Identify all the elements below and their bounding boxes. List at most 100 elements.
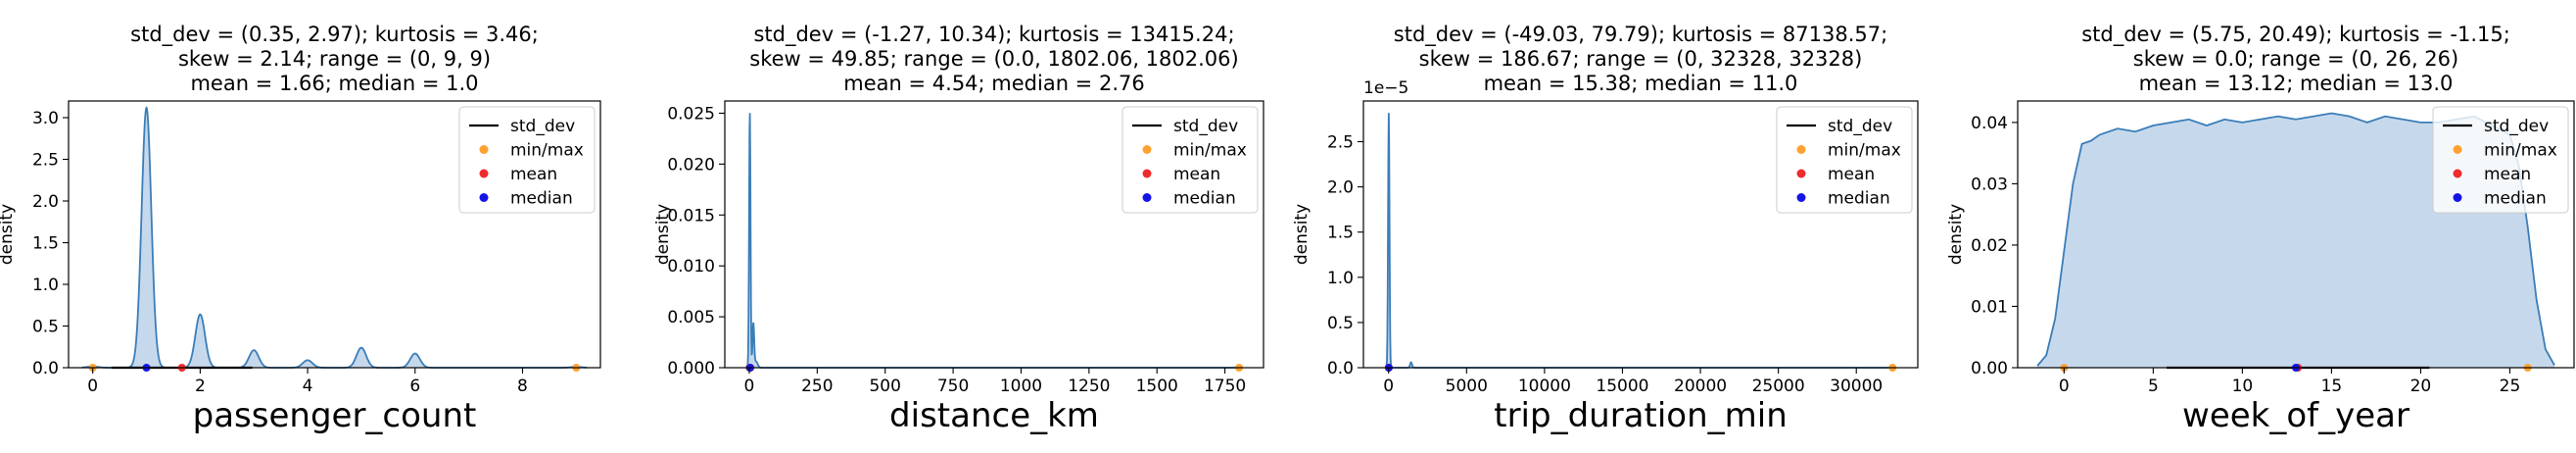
axes-frame [1362,100,1919,369]
y-tick-label: 3.0 [32,109,59,128]
legend: std_dev min/max mean median [1121,106,1259,214]
axes-frame [2017,100,2575,369]
x-tick-label: 1000 [1000,377,1042,396]
legend-median-dot [2453,193,2462,202]
x-tick-label: 30000 [1830,377,1883,396]
legend-mean-dot [1796,169,1806,178]
legend-label: min/max [2484,141,2557,161]
x-tick-label: 1250 [1068,377,1110,396]
axes-frame [68,100,601,369]
y-tick-label: 0.0 [1327,359,1354,378]
y-axis-label: density [1946,204,1966,265]
legend-min-max-dot [479,145,489,154]
x-tick-label: 25000 [1752,377,1805,396]
legend-min-max-dot [1796,145,1806,154]
kde-area [2037,113,2554,368]
legend: std_dev min/max mean median [2432,106,2569,214]
legend-median-dot [1796,193,1806,202]
y-tick-label: 2.5 [1327,132,1354,152]
y-axis-multiplier: 1e−5 [1363,78,1408,98]
legend-frame [2432,106,2569,214]
x-tick-label: 0 [2059,377,2070,396]
legend-label: std_dev [510,117,575,136]
y-tick-label: 2.5 [32,151,59,171]
legend-label: std_dev [1828,117,1892,136]
x-tick-label: 15 [2321,377,2343,396]
chart-panel-0: std_dev = (0.35, 2.97); kurtosis = 3.46;… [0,23,601,435]
chart-title-line: skew = 49.85; range = (0.0, 1802.06, 180… [749,47,1238,71]
x-tick-label: 2 [195,377,206,396]
x-tick-label: 20000 [1674,377,1727,396]
y-tick-label: 1.5 [32,234,59,254]
chart-title-line: skew = 2.14; range = (0, 9, 9) [178,47,491,71]
legend-label: std_dev [1173,117,1238,136]
x-axis-label: week_of_year [2182,396,2409,435]
legend-label: median [1828,189,1890,209]
y-tick-label: 2.0 [1327,178,1354,198]
x-tick-label: 10 [2232,377,2254,396]
y-axis-label: density [0,204,17,265]
y-tick-label: 0.0 [32,359,59,378]
legend-mean-dot [2453,169,2462,178]
chart-panel-3: std_dev = (5.75, 20.49); kurtosis = -1.1… [1946,23,2575,435]
chart-title-line: std_dev = (5.75, 20.49); kurtosis = -1.1… [2081,23,2510,47]
x-tick-label: 5000 [1446,377,1488,396]
x-axis-label: trip_duration_min [1494,396,1788,435]
legend-mean-dot [1142,169,1152,178]
legend-median-dot [479,193,489,202]
y-tick-label: 1.0 [1327,269,1354,288]
chart-panel-2: std_dev = (-49.03, 79.79); kurtosis = 87… [1292,23,1919,435]
y-tick-label: 0.5 [32,318,59,337]
x-tick-label: 10000 [1518,377,1571,396]
x-tick-label: 1750 [1204,377,1246,396]
y-tick-label: 0.025 [667,104,715,124]
y-axis-label: density [653,204,673,265]
x-axis-label: passenger_count [193,396,477,435]
y-tick-label: 0.04 [1971,114,2008,133]
legend-label: min/max [1173,141,1247,161]
y-tick-label: 2.0 [32,192,59,212]
legend-label: mean [1828,165,1875,184]
legend-label: median [2484,189,2547,209]
x-tick-label: 25 [2500,377,2521,396]
chart-title-line: std_dev = (-49.03, 79.79); kurtosis = 87… [1394,23,1887,47]
legend-label: mean [510,165,557,184]
x-tick-label: 750 [937,377,969,396]
legend-label: mean [2484,165,2531,184]
legend-label: min/max [510,141,584,161]
legend-frame [458,106,596,214]
chart-panel-1: std_dev = (-1.27, 10.34); kurtosis = 134… [653,23,1264,435]
y-tick-label: 0.000 [667,359,715,378]
legend-label: min/max [1828,141,1901,161]
chart-title-line: mean = 15.38; median = 11.0 [1484,72,1798,95]
legend-label: std_dev [2484,117,2549,136]
y-tick-label: 1.0 [32,276,59,295]
x-tick-label: 0 [1383,377,1394,396]
chart-title-line: mean = 13.12; median = 13.0 [2139,72,2454,95]
y-tick-label: 0.03 [1971,175,2008,194]
x-tick-label: 6 [409,377,420,396]
legend-label: median [510,189,573,209]
y-tick-label: 0.010 [667,257,715,277]
legend-min-max-dot [2453,145,2462,154]
legend: std_dev min/max mean median [458,106,596,214]
y-tick-label: 0.020 [667,155,715,175]
chart-title-line: mean = 4.54; median = 2.76 [843,72,1144,95]
y-tick-label: 0.5 [1327,314,1354,333]
x-axis-label: distance_km [889,396,1099,435]
x-tick-label: 4 [303,377,313,396]
chart-title-line: skew = 0.0; range = (0, 26, 26) [2133,47,2458,71]
x-tick-label: 500 [869,377,900,396]
x-tick-label: 1500 [1136,377,1178,396]
chart-title-line: skew = 186.67; range = (0, 32328, 32328) [1419,47,1863,71]
chart-title-line: std_dev = (-1.27, 10.34); kurtosis = 134… [753,23,1234,47]
y-tick-label: 0.01 [1971,297,2008,317]
y-tick-label: 0.00 [1971,359,2008,378]
y-tick-label: 1.5 [1327,224,1354,243]
legend: std_dev min/max mean median [1776,106,1913,214]
y-axis-label: density [1292,204,1312,265]
x-tick-label: 5 [2148,377,2159,396]
chart-title-line: std_dev = (0.35, 2.97); kurtosis = 3.46; [130,23,539,47]
y-tick-label: 0.005 [667,308,715,327]
